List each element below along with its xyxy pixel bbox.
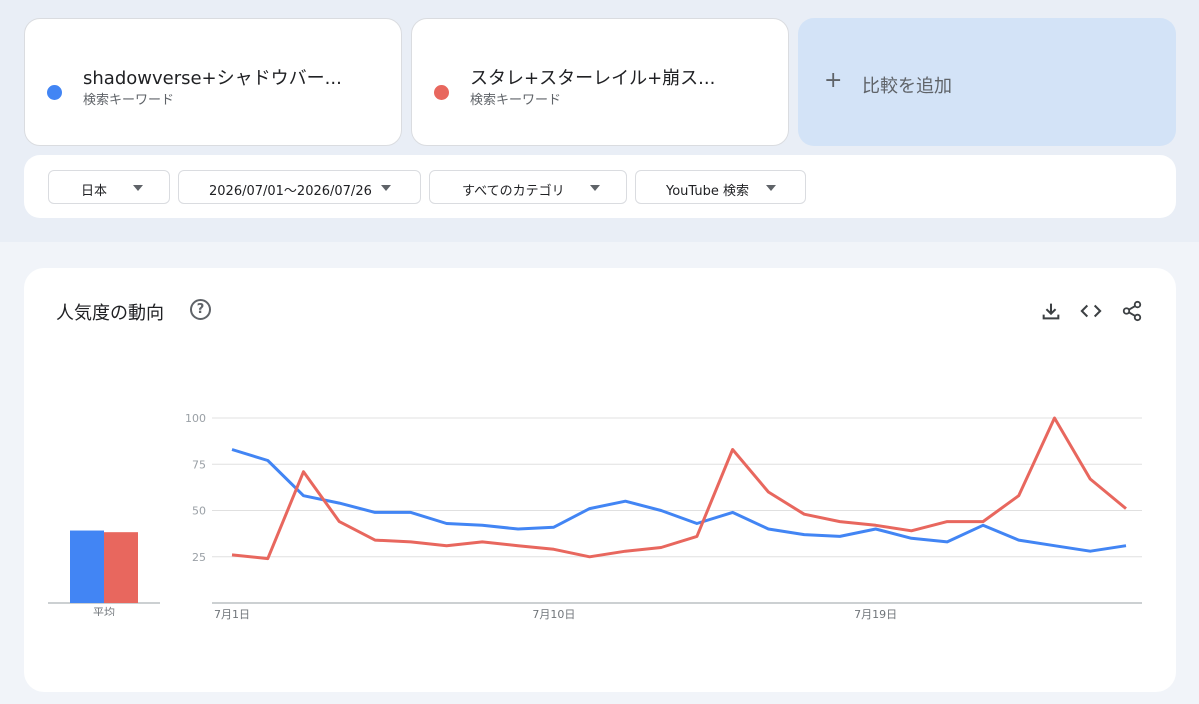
search-type-dropdown[interactable]: YouTube 検索 [635,170,806,204]
filter-bar: 日本 2026/07/01〜2026/07/26 すべてのカテゴリ YouTub… [24,155,1176,218]
series-color-dot-1 [47,85,62,100]
y-tick-label: 25 [192,551,206,564]
search-term-type-2: 検索キーワード [470,93,562,108]
x-tick-label: 7月1日 [214,608,250,621]
chart-title: 人気度の動向 [56,303,164,324]
search-term-type-1: 検索キーワード [83,93,175,108]
y-tick-label: 75 [192,458,206,471]
help-icon[interactable]: ? [190,299,211,320]
x-tick-label: 7月19日 [854,608,897,621]
chevron-down-icon [590,185,600,191]
search-term-card-1[interactable]: shadowverse+シャドウバー... 検索キーワード [24,18,402,146]
average-label: 平均 [93,606,115,616]
y-tick-label: 50 [192,505,206,518]
category-value: すべてのカテゴリ [462,184,565,199]
add-comparison-label: 比較を追加 [862,76,952,97]
date-range-value: 2026/07/01〜2026/07/26 [209,184,372,199]
chevron-down-icon [381,185,391,191]
chevron-down-icon [766,185,776,191]
average-bar-2 [104,532,138,603]
search-type-value: YouTube 検索 [666,184,749,199]
y-tick-label: 100 [185,412,206,425]
series-line-2[interactable] [231,416,1127,561]
embed-code-icon[interactable] [1080,300,1102,322]
search-term-title-2: スタレ+スターレイル+崩ス... [470,68,716,89]
category-dropdown[interactable]: すべてのカテゴリ [429,170,627,204]
average-chart: 平均 [48,530,160,616]
plus-icon: + [824,68,843,93]
search-term-title-1: shadowverse+シャドウバー... [83,68,342,89]
line-chart: 100 75 50 25 7月1日 7月10日 7月19日 [185,412,1142,621]
add-comparison-button[interactable]: + 比較を追加 [798,18,1176,146]
x-tick-label: 7月10日 [532,608,575,621]
region-value: 日本 [81,184,108,199]
download-icon[interactable] [1040,300,1062,322]
region-dropdown[interactable]: 日本 [48,170,170,204]
chevron-down-icon [133,185,143,191]
interest-over-time-card: 人気度の動向 ? 平均 100 75 50 25 7月1日 7月10日 7月19日 [24,268,1176,692]
series-color-dot-2 [434,85,449,100]
series-line-1[interactable] [231,448,1127,553]
search-term-card-2[interactable]: スタレ+スターレイル+崩ス... 検索キーワード [411,18,789,146]
average-bar-1 [70,530,104,603]
date-range-dropdown[interactable]: 2026/07/01〜2026/07/26 [178,170,421,204]
share-icon[interactable] [1121,300,1143,322]
